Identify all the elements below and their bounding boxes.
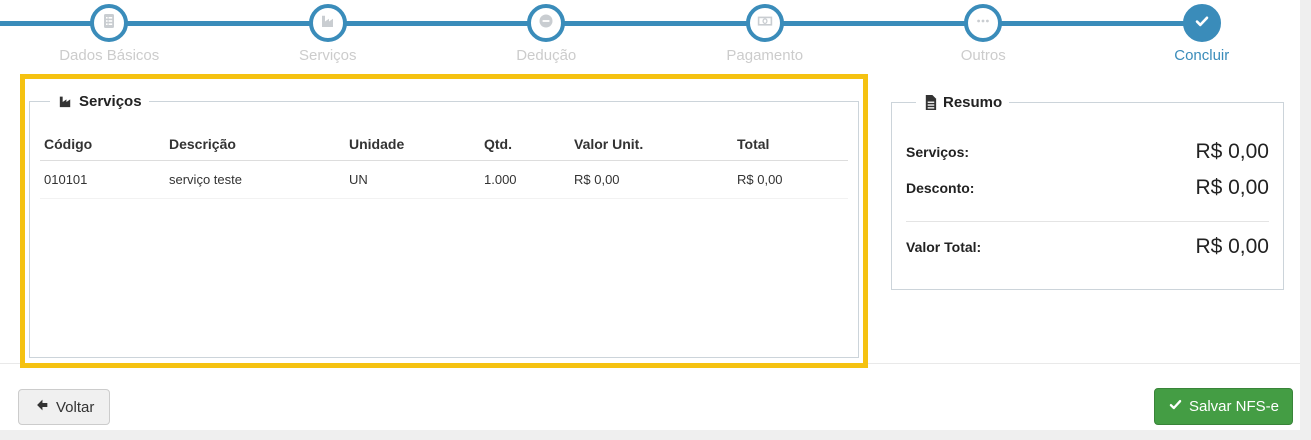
minus-circle-icon (537, 12, 555, 35)
check-icon (1168, 397, 1183, 416)
back-button-label: Voltar (56, 398, 95, 416)
form-icon (100, 12, 118, 35)
cell-unidade: UN (345, 160, 480, 199)
wizard-stepper: Dados Básicos Serviços (0, 0, 1311, 66)
step-deducao[interactable]: Dedução (437, 0, 656, 64)
back-button[interactable]: Voltar (18, 389, 111, 425)
summary-total-label: Valor Total: (906, 239, 982, 255)
col-header-qtd: Qtd. (480, 128, 570, 161)
step-circle (90, 4, 129, 42)
summary-panel-title: Resumo (943, 94, 1003, 111)
summary-row-servicos: Serviços: R$ 0,00 (906, 135, 1269, 169)
col-header-descricao: Descrição (165, 128, 345, 161)
summary-legend: Resumo (916, 94, 1009, 111)
step-concluir[interactable]: Concluir (1093, 0, 1311, 64)
step-pagamento[interactable]: Pagamento (656, 0, 875, 64)
summary-panel: Resumo Serviços: R$ 0,00 Desconto: R$ 0,… (891, 94, 1284, 290)
col-header-total: Total (733, 128, 848, 161)
step-label: Concluir (1174, 47, 1230, 64)
step-circle (308, 4, 347, 42)
services-fieldset: Serviços Código Descrição Unidade Qtd. V… (29, 93, 859, 358)
step-label: Outros (960, 47, 1006, 64)
summary-value: R$ 0,00 (1195, 176, 1269, 199)
col-header-valor-unit: Valor Unit. (570, 128, 733, 161)
summary-label: Desconto: (906, 180, 975, 196)
services-table: Código Descrição Unidade Qtd. Valor Unit… (40, 128, 848, 199)
cell-total: R$ 0,00 (733, 160, 848, 199)
col-header-codigo: Código (40, 128, 165, 161)
step-servicos[interactable]: Serviços (219, 0, 438, 64)
banknote-icon (756, 12, 774, 35)
factory-icon (57, 93, 74, 110)
wizard-card: Dados Básicos Serviços (0, 0, 1300, 430)
stepper-connector-line (0, 21, 1205, 26)
step-circle (964, 4, 1003, 42)
cell-descricao: serviço teste (165, 160, 345, 199)
col-header-unidade: Unidade (345, 128, 480, 161)
summary-label: Serviços: (906, 144, 970, 160)
summary-row-desconto: Desconto: R$ 0,00 (906, 171, 1269, 205)
services-table-header-row: Código Descrição Unidade Qtd. Valor Unit… (40, 128, 848, 161)
step-dados-basicos[interactable]: Dados Básicos (0, 0, 219, 64)
step-label: Dados Básicos (59, 47, 160, 64)
cell-codigo: 010101 (40, 160, 165, 199)
step-label: Serviços (298, 47, 357, 64)
step-outros[interactable]: Outros (874, 0, 1093, 64)
services-legend: Serviços (50, 93, 149, 110)
services-panel-title: Serviços (79, 93, 142, 110)
arrow-left-icon (34, 397, 50, 417)
summary-total-value: R$ 0,00 (1195, 235, 1269, 258)
step-label: Pagamento (726, 47, 804, 64)
services-panel: Serviços Código Descrição Unidade Qtd. V… (20, 74, 868, 368)
check-icon (1193, 12, 1211, 35)
cell-valor-unit: R$ 0,00 (570, 160, 733, 199)
document-icon (923, 94, 938, 111)
save-nfse-button[interactable]: Salvar NFS-e (1153, 388, 1293, 425)
step-circle (745, 4, 784, 42)
summary-value: R$ 0,00 (1195, 140, 1269, 163)
summary-row-valor-total: Valor Total: R$ 0,00 (906, 230, 1269, 264)
factory-icon (319, 12, 337, 35)
summary-divider (906, 221, 1269, 222)
ellipsis-icon (974, 12, 992, 35)
step-circle (527, 4, 566, 42)
step-circle (1182, 4, 1221, 42)
table-row[interactable]: 010101 serviço teste UN 1.000 R$ 0,00 R$… (40, 160, 848, 199)
save-button-label: Salvar NFS-e (1188, 398, 1279, 415)
cell-qtd: 1.000 (480, 160, 570, 199)
step-label: Dedução (516, 47, 577, 64)
